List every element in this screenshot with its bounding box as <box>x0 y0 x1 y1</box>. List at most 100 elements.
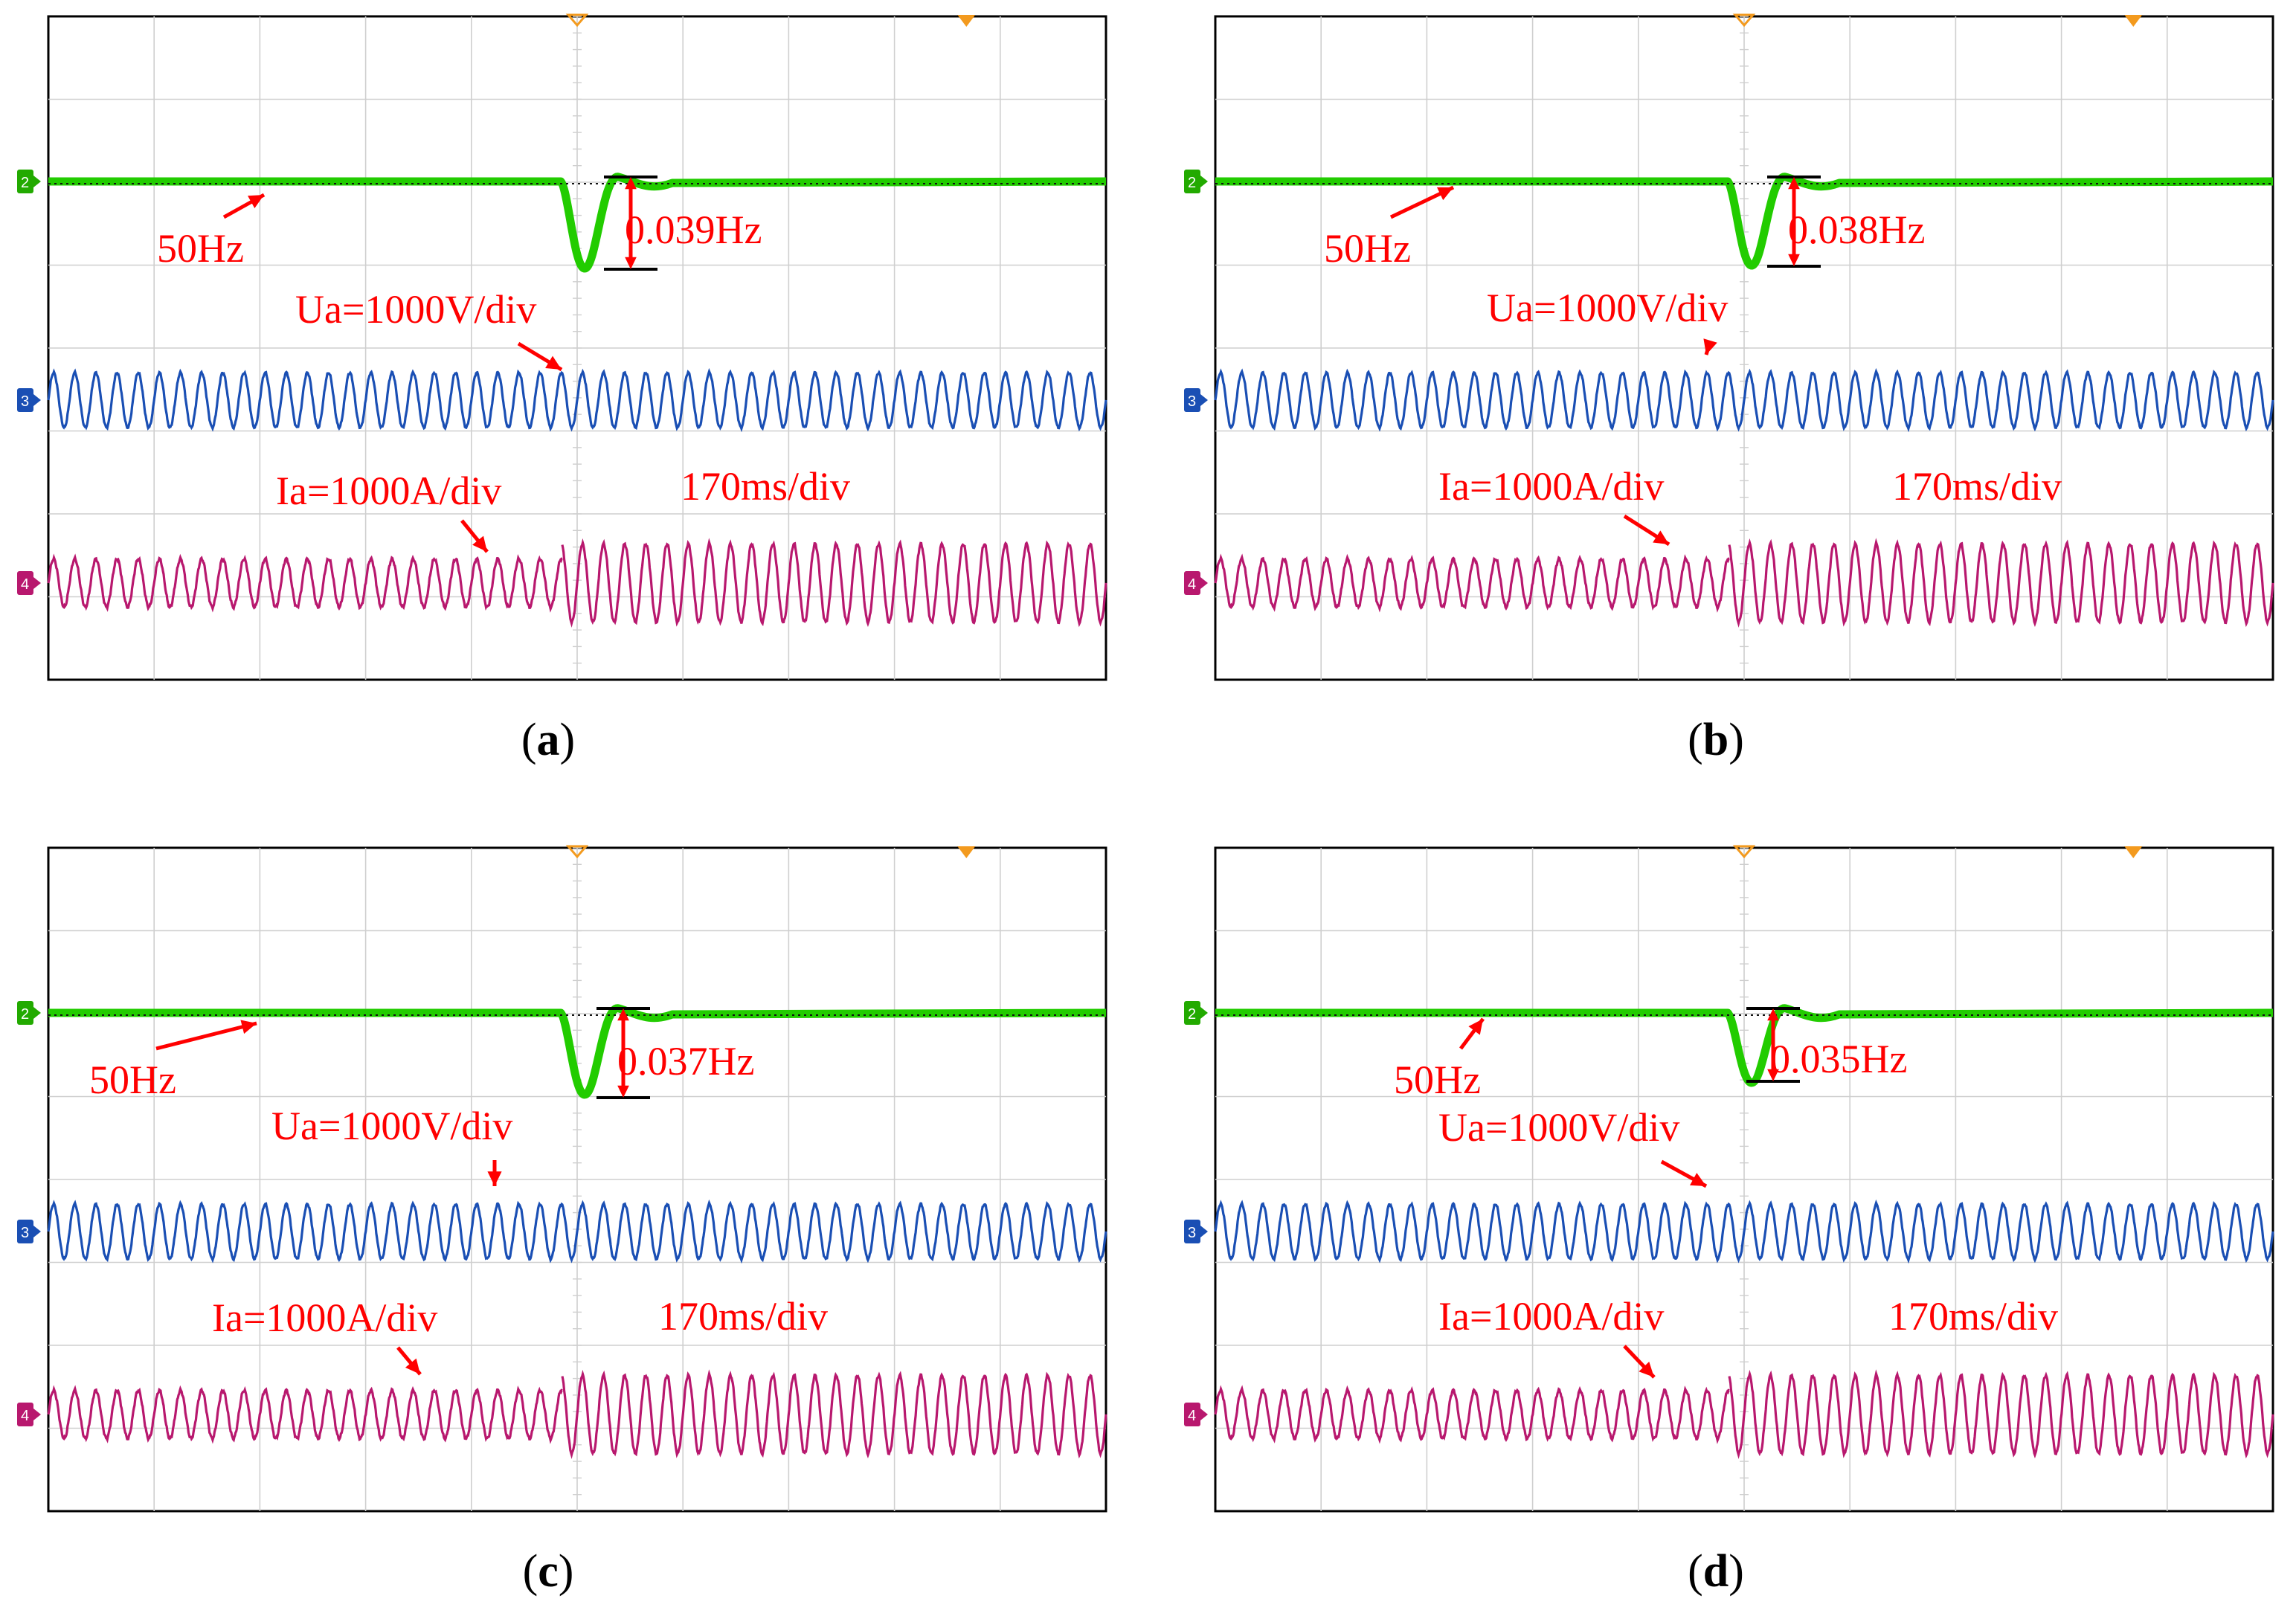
channel-4-marker-pointer <box>33 1409 41 1420</box>
time-scale-label: 170ms/div <box>658 1294 828 1339</box>
channel-3-marker-pointer <box>33 394 41 406</box>
channel-3-marker: 3 <box>17 388 41 412</box>
ia-scale-label: Ia=1000A/div <box>1438 464 1664 509</box>
dip-arrow-head-up <box>625 177 637 190</box>
channel-2-marker: 2 <box>1184 1001 1208 1025</box>
current-trace-post <box>1728 1369 2274 1459</box>
channel-2-marker: 2 <box>1184 170 1208 193</box>
channel-2-marker-pointer <box>1200 176 1208 187</box>
annotation-arrow-head <box>405 1358 420 1374</box>
voltage-trace <box>47 1199 1107 1264</box>
scope-panel-c: 2 3 4 50Hz 0.037Hz Ua=1000V/div Ia=1000A/div 17… <box>17 845 1107 1513</box>
scope-panel-b: 2 3 4 50Hz 0.038Hz Ua=1000V/div Ia=1000A/div 17… <box>1184 13 2274 681</box>
dip-arrow-head-up <box>1767 1008 1779 1021</box>
channel-4-marker-number: 4 <box>1188 576 1196 593</box>
annotation-arrow-head <box>1690 1173 1706 1186</box>
channel-3-marker-box <box>1184 1220 1200 1243</box>
current-trace-pre <box>47 1385 563 1444</box>
annotation-arrow-head <box>1639 1362 1654 1377</box>
channel-2-marker-number: 2 <box>21 175 29 191</box>
channel-4-marker: 4 <box>1184 571 1208 595</box>
annotation-arrow-head <box>1653 530 1669 544</box>
channel-2-marker-box <box>17 1001 33 1025</box>
channel-3-marker-number: 3 <box>1188 393 1196 410</box>
annotation-arrow-line <box>155 1021 257 1051</box>
trigger-level-marker <box>957 15 976 27</box>
current-trace-pre <box>1214 553 1730 613</box>
annotation-arrow-head <box>1468 1019 1483 1035</box>
current-trace-pre <box>47 553 563 613</box>
ua-scale-label: Ua=1000V/div <box>1438 1105 1679 1150</box>
channel-2-marker-number: 2 <box>21 1006 29 1023</box>
voltage-trace <box>1214 1199 2274 1264</box>
scope-panel-a: 2 3 4 50Hz 0.039Hz Ua=1000V/div Ia=1000A/div 17… <box>17 13 1107 681</box>
panel-caption-letter: a <box>537 715 560 765</box>
channel-3-marker-pointer <box>1200 1226 1208 1237</box>
dip-arrow-head-down <box>1788 254 1800 266</box>
freq-nominal-label: 50Hz <box>89 1058 176 1102</box>
channel-2-marker-box <box>17 170 33 193</box>
channel-2-marker-box <box>1184 1001 1200 1025</box>
dip-arrow-head-up <box>617 1008 629 1021</box>
channel-4-marker-box <box>17 1403 33 1426</box>
dip-arrow-head-down <box>625 257 637 269</box>
annotation-arrow-head <box>545 355 562 370</box>
annotation-arrow-head <box>240 1020 257 1034</box>
frequency-trace <box>48 173 1107 273</box>
channel-2-marker-pointer <box>1200 1007 1208 1019</box>
channel-3-marker-box <box>17 388 33 412</box>
channel-2-marker: 2 <box>17 170 41 193</box>
channel-4-marker-number: 4 <box>1188 1408 1196 1424</box>
current-trace-post <box>561 1369 1107 1459</box>
current-trace-post <box>561 538 1107 628</box>
panel-caption-letter: b <box>1703 715 1729 765</box>
channel-4-marker-pointer <box>1200 1409 1208 1420</box>
freq-deviation-label: 0.035Hz <box>1770 1037 1907 1081</box>
channel-4-marker-number: 4 <box>21 1408 29 1424</box>
channel-4-marker-number: 4 <box>21 576 29 593</box>
channel-4-marker-box <box>1184 1403 1200 1426</box>
voltage-trace <box>1214 367 2274 433</box>
channel-3-marker: 3 <box>17 1220 41 1243</box>
channel-3-marker-pointer <box>33 1226 41 1237</box>
time-scale-label: 170ms/div <box>1892 464 2062 509</box>
trigger-position-marker <box>565 13 589 28</box>
freq-nominal-label: 50Hz <box>1324 226 1411 271</box>
ia-scale-label: Ia=1000A/div <box>276 469 501 513</box>
freq-nominal-label: 50Hz <box>1394 1058 1481 1102</box>
trigger-level-marker <box>2124 15 2143 27</box>
ua-scale-label: Ua=1000V/div <box>1487 286 1728 330</box>
annotation-arrow-head <box>472 535 487 552</box>
channel-2-marker-box <box>1184 170 1200 193</box>
frequency-trace <box>48 1004 1107 1099</box>
channel-3-marker-box <box>1184 388 1200 412</box>
trigger-position-marker <box>565 845 589 859</box>
freq-deviation-label: 0.038Hz <box>1788 207 1925 252</box>
dip-arrow-head-down <box>1767 1069 1779 1081</box>
time-scale-label: 170ms/div <box>681 464 850 509</box>
current-trace-pre <box>1214 1385 1730 1444</box>
channel-3-marker: 3 <box>1184 388 1208 412</box>
channel-4-marker: 4 <box>17 571 41 595</box>
trigger-position-marker <box>1732 13 1756 28</box>
channel-4-marker-pointer <box>33 577 41 589</box>
freq-nominal-label: 50Hz <box>157 226 244 271</box>
frequency-trace <box>1215 173 2274 270</box>
current-trace-post <box>1728 538 2274 628</box>
channel-4-marker-box <box>17 571 33 595</box>
ia-scale-label: Ia=1000A/div <box>212 1295 437 1340</box>
channel-4-marker: 4 <box>17 1403 41 1426</box>
channel-3-marker-number: 3 <box>1188 1225 1196 1241</box>
channel-2-marker-pointer <box>33 1007 41 1019</box>
channel-4-marker-box <box>1184 571 1200 595</box>
channel-3-marker-box <box>17 1220 33 1243</box>
panel-caption: (b) <box>1688 715 1744 765</box>
panel-caption-letter: c <box>538 1546 559 1597</box>
channel-4-marker-pointer <box>1200 577 1208 589</box>
ia-scale-label: Ia=1000A/div <box>1438 1294 1664 1339</box>
time-scale-label: 170ms/div <box>1888 1294 2058 1339</box>
panel-caption: (d) <box>1688 1546 1744 1597</box>
voltage-trace <box>47 367 1107 433</box>
trigger-level-marker <box>2124 846 2143 858</box>
